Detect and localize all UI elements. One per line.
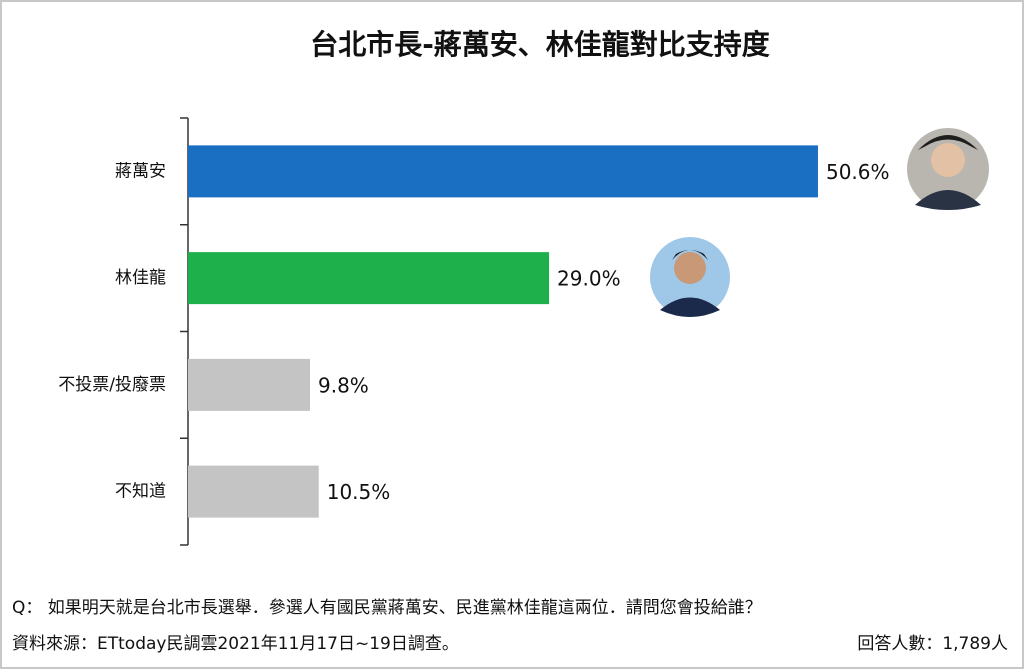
source: 資料來源：ETtoday民調雲2021年11月17日~19日調查。 xyxy=(12,634,459,654)
value-label: 50.6% xyxy=(826,160,890,184)
category-label: 不知道 xyxy=(115,482,166,502)
bar xyxy=(188,252,550,305)
bar xyxy=(188,465,319,518)
question: Q： 如果明天就是台北市長選舉．參選人有國民黨蔣萬安、民進黨林佳龍這兩位．請問您… xyxy=(12,598,762,618)
value-label: 29.0% xyxy=(557,267,621,291)
chart-title: 台北市長-蔣萬安、林佳龍對比支持度 xyxy=(310,28,770,61)
photo-2 xyxy=(650,237,730,317)
category-label: 林佳龍 xyxy=(115,268,166,288)
photo-1 xyxy=(907,128,989,210)
value-label: 10.5% xyxy=(327,480,391,504)
respondents: 回答人數：1,789人 xyxy=(857,634,1008,654)
bar xyxy=(188,145,818,198)
bar xyxy=(188,358,311,411)
value-label: 9.8% xyxy=(318,373,369,397)
category-label: 蔣萬安 xyxy=(115,161,166,181)
category-label: 不投票/投廢票 xyxy=(58,375,166,395)
